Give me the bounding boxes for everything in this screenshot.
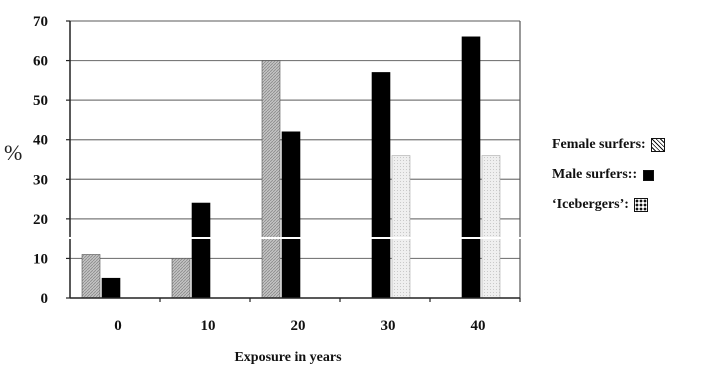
bar-female bbox=[171, 258, 191, 299]
y-tick-label: 40 bbox=[33, 133, 48, 149]
dotted-swatch-icon bbox=[633, 198, 648, 212]
bar-icebergers bbox=[481, 155, 501, 299]
solid-swatch-icon bbox=[643, 169, 655, 181]
tick-labels: 0 10 20 30 40 50 60 70 0 10 20 30 40 bbox=[33, 14, 486, 334]
axes bbox=[0, 20, 728, 302]
legend-item-icebergers: ‘Icebergers’: bbox=[552, 190, 722, 220]
x-tick-label: 20 bbox=[291, 318, 306, 334]
bar-male bbox=[461, 36, 481, 299]
y-tick-label: 10 bbox=[33, 251, 48, 267]
legend-label-female: Female surfers: bbox=[552, 137, 646, 152]
x-tick-label: 0 bbox=[114, 318, 122, 334]
x-tick-label: 10 bbox=[201, 318, 216, 334]
x-tick-label: 30 bbox=[381, 318, 396, 334]
y-tick-label: 70 bbox=[33, 14, 48, 30]
bar-male bbox=[101, 277, 121, 299]
legend-label-icebergers: ‘Icebergers’: bbox=[552, 197, 629, 212]
y-tick-label: 0 bbox=[41, 291, 49, 307]
x-tick-label: 40 bbox=[471, 318, 486, 334]
scan-artifact-line bbox=[0, 237, 728, 239]
y-tick-label: 60 bbox=[33, 54, 48, 70]
bar-male bbox=[191, 202, 211, 299]
legend: Female surfers: Male surfers:: ‘Iceberge… bbox=[552, 130, 722, 220]
y-tick-label: 20 bbox=[33, 212, 48, 228]
legend-label-male: Male surfers:: bbox=[552, 167, 638, 182]
bar-icebergers bbox=[391, 155, 411, 299]
x-axis-label: Exposure in years bbox=[234, 350, 342, 365]
bar-male bbox=[281, 131, 301, 299]
y-tick-label: 30 bbox=[33, 172, 48, 188]
y-tick-label: 50 bbox=[33, 93, 48, 109]
bar-female bbox=[81, 254, 101, 299]
legend-item-female: Female surfers: bbox=[552, 130, 722, 160]
hatch-swatch-icon bbox=[650, 138, 665, 152]
y-axis-label: % bbox=[4, 140, 22, 165]
bar-female bbox=[261, 60, 281, 299]
legend-item-male: Male surfers:: bbox=[552, 160, 722, 190]
bar-male bbox=[371, 72, 391, 299]
